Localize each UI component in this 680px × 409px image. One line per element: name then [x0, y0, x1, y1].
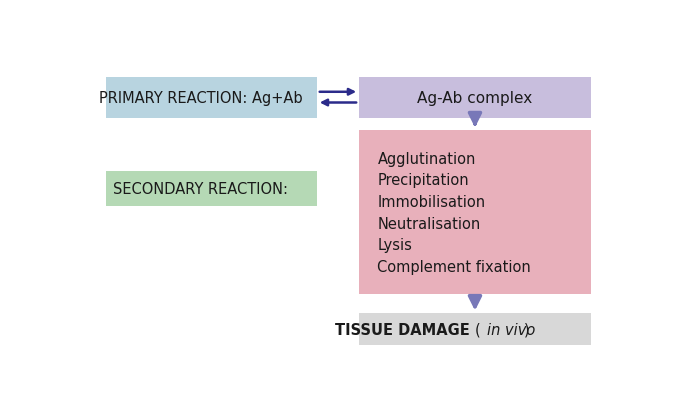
FancyBboxPatch shape	[359, 131, 591, 295]
FancyBboxPatch shape	[359, 77, 591, 118]
FancyBboxPatch shape	[106, 172, 317, 207]
Text: Agglutination
Precipitation
Immobilisation
Neutralisation
Lysis
Complement fixat: Agglutination Precipitation Immobilisati…	[377, 151, 531, 274]
Text: SECONDARY REACTION:: SECONDARY REACTION:	[114, 182, 288, 197]
Text: Ag-Ab complex: Ag-Ab complex	[418, 90, 532, 106]
FancyBboxPatch shape	[106, 77, 317, 118]
Text: (: (	[475, 322, 481, 337]
FancyBboxPatch shape	[359, 314, 591, 345]
Text: PRIMARY REACTION: Ag+Ab: PRIMARY REACTION: Ag+Ab	[99, 90, 303, 106]
Text: ): )	[524, 322, 530, 337]
Text: TISSUE DAMAGE: TISSUE DAMAGE	[335, 322, 475, 337]
Text: in vivo: in vivo	[487, 322, 535, 337]
